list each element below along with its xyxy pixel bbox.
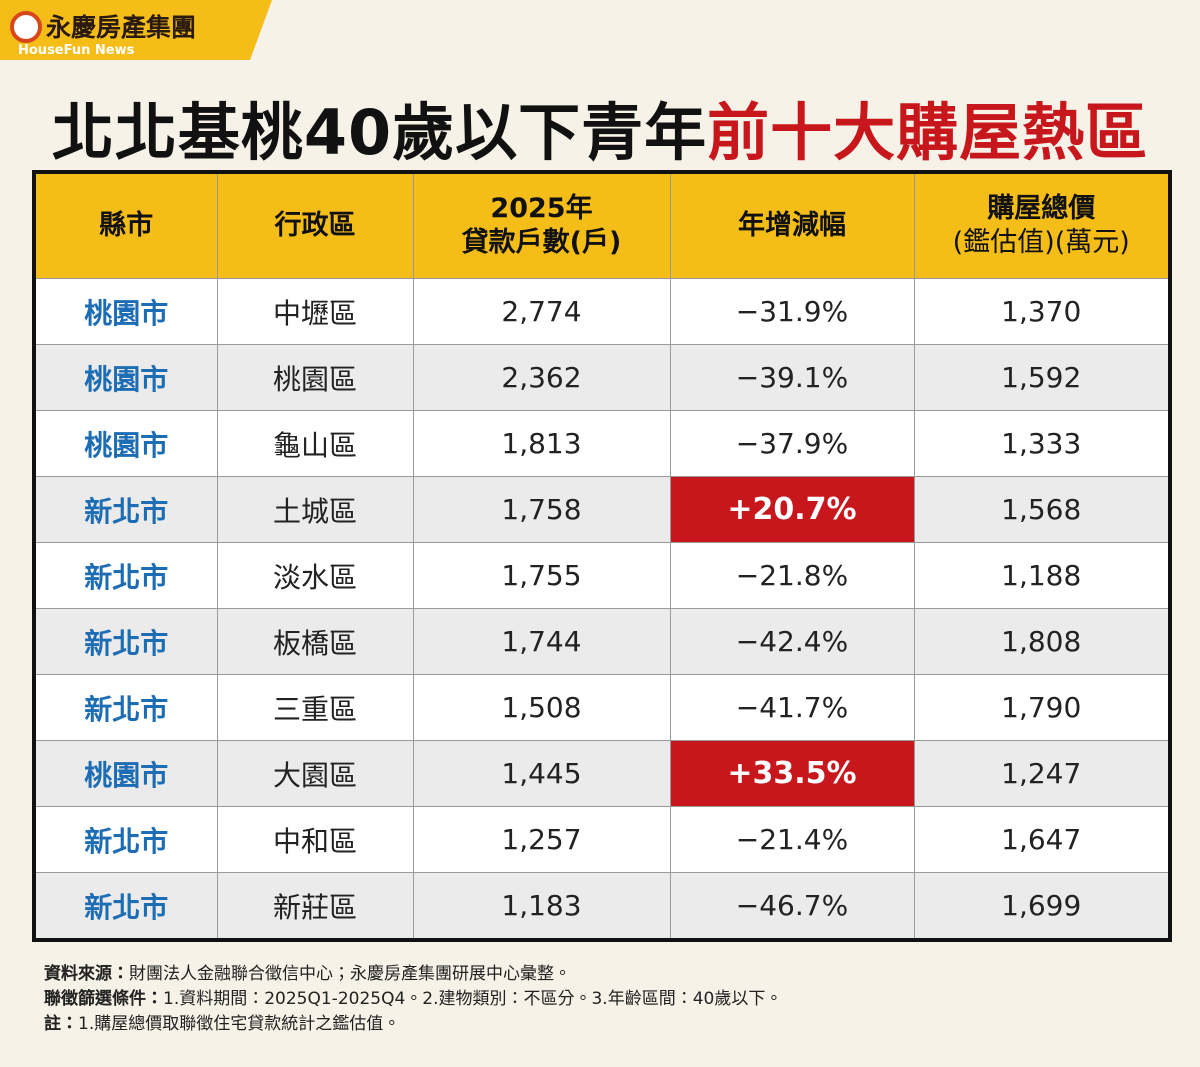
table-row: 新北市 土城區 1,758 +20.7% 1,568 xyxy=(33,476,1171,543)
table-cell: 1,568 xyxy=(913,476,1171,543)
table-cell: 龜山區 xyxy=(216,410,414,477)
table-cell: 三重區 xyxy=(216,674,414,741)
table-row: 桃園市 龜山區 1,813 −37.9% 1,333 xyxy=(33,410,1171,477)
table-cell: 1,370 xyxy=(913,278,1171,345)
table-cell: −21.4% xyxy=(669,806,915,873)
table-cell: +33.5% xyxy=(669,740,915,807)
table-cell: −31.9% xyxy=(669,278,915,345)
header-text: (鑑估值)(萬元) xyxy=(952,227,1130,258)
column-header: 購屋總價 (鑑估值)(萬元) xyxy=(913,171,1171,279)
logo-icon xyxy=(10,11,42,43)
table-body: 桃園市 中壢區 2,774 −31.9% 1,370 桃園市 桃園區 2,362 −39.1% 1… xyxy=(33,278,1171,941)
city-cell: 新北市 xyxy=(33,608,218,675)
note-label: 註： xyxy=(44,1014,78,1034)
table-cell: 1,744 xyxy=(412,608,671,675)
note-label: 資料來源： xyxy=(44,964,129,984)
header-row: 縣市 行政區 2025年 貸款戶數(戶) 年增減幅 購屋總價 (鑑估值)(萬元) xyxy=(33,171,1171,279)
city-cell: 新北市 xyxy=(33,476,218,543)
table-row: 新北市 板橋區 1,744 −42.4% 1,808 xyxy=(33,608,1171,675)
table-row: 桃園市 中壢區 2,774 −31.9% 1,370 xyxy=(33,278,1171,345)
table-cell: 土城區 xyxy=(216,476,414,543)
table-row: 新北市 中和區 1,257 −21.4% 1,647 xyxy=(33,806,1171,873)
header-text: 行政區 xyxy=(274,210,356,241)
city-cell: 新北市 xyxy=(33,806,218,873)
city-cell: 桃園市 xyxy=(33,344,218,411)
column-header: 2025年 貸款戶數(戶) xyxy=(412,171,671,279)
table-cell: 1,592 xyxy=(913,344,1171,411)
table-cell: −39.1% xyxy=(669,344,915,411)
table-cell: 桃園區 xyxy=(216,344,414,411)
notes: 資料來源：財團法人金融聯合徵信中心；永慶房產集團研展中心彙整。 聯徵篩選條件：1.… xyxy=(44,962,782,1037)
table-row: 桃園市 大園區 1,445 +33.5% 1,247 xyxy=(33,740,1171,807)
city-cell: 新北市 xyxy=(33,872,218,941)
table-cell: −37.9% xyxy=(669,410,915,477)
data-table: 縣市 行政區 2025年 貸款戶數(戶) 年增減幅 購屋總價 (鑑估值)(萬元) 桃園市 中壢… xyxy=(32,170,1172,942)
table-cell: 1,758 xyxy=(412,476,671,543)
table-cell: 1,647 xyxy=(913,806,1171,873)
table-cell: 中和區 xyxy=(216,806,414,873)
logo-banner xyxy=(0,0,272,60)
note: 資料來源：財團法人金融聯合徵信中心；永慶房產集團研展中心彙整。 xyxy=(44,962,782,987)
table-cell: 1,755 xyxy=(412,542,671,609)
note: 聯徵篩選條件：1.資料期間：2025Q1-2025Q4。2.建物類別：不區分。3… xyxy=(44,987,782,1012)
title: 北北基桃40歲以下青年前十大購屋熱區 xyxy=(0,82,1200,172)
table-cell: 1,790 xyxy=(913,674,1171,741)
table-cell: 1,257 xyxy=(412,806,671,873)
table-cell: 1,188 xyxy=(913,542,1171,609)
table-cell: 1,508 xyxy=(412,674,671,741)
table-cell: 大園區 xyxy=(216,740,414,807)
table-cell: −42.4% xyxy=(669,608,915,675)
header-text: 縣市 xyxy=(99,210,154,241)
table-cell: −46.7% xyxy=(669,872,915,941)
note-label: 聯徵篩選條件： xyxy=(44,989,163,1009)
city-cell: 桃園市 xyxy=(33,410,218,477)
city-cell: 新北市 xyxy=(33,674,218,741)
table-cell: 1,808 xyxy=(913,608,1171,675)
table-cell: 2,362 xyxy=(412,344,671,411)
header-text: 貸款戶數(戶) xyxy=(461,227,622,258)
table-cell: 新莊區 xyxy=(216,872,414,941)
table-cell: +20.7% xyxy=(669,476,915,543)
title-main: 北北基桃40歲以下青年 xyxy=(51,96,708,169)
note-text: 1.購屋總價取聯徵住宅貸款統計之鑑估值。 xyxy=(78,1014,401,1034)
table-cell: 1,183 xyxy=(412,872,671,941)
table-cell: 1,813 xyxy=(412,410,671,477)
title-highlight: 前十大購屋熱區 xyxy=(707,96,1149,169)
column-header: 縣市 xyxy=(33,171,218,279)
city-cell: 桃園市 xyxy=(33,740,218,807)
table-cell: −21.8% xyxy=(669,542,915,609)
note-text: 1.資料期間：2025Q1-2025Q4。2.建物類別：不區分。3.年齡區間：4… xyxy=(163,989,783,1009)
table-cell: 1,333 xyxy=(913,410,1171,477)
logo-subtext: HouseFun News xyxy=(18,43,135,58)
table-cell: 1,699 xyxy=(913,872,1171,941)
table-cell: 2,774 xyxy=(412,278,671,345)
header-text: 購屋總價 xyxy=(987,193,1096,224)
table-row: 新北市 新莊區 1,183 −46.7% 1,699 xyxy=(33,872,1171,941)
note-text: 財團法人金融聯合徵信中心；永慶房產集團研展中心彙整。 xyxy=(129,964,571,984)
column-header: 年增減幅 xyxy=(669,171,915,279)
table-cell: 淡水區 xyxy=(216,542,414,609)
column-header: 行政區 xyxy=(216,171,414,279)
table-cell: 中壢區 xyxy=(216,278,414,345)
table-cell: −41.7% xyxy=(669,674,915,741)
table-row: 新北市 淡水區 1,755 −21.8% 1,188 xyxy=(33,542,1171,609)
logo: 永慶房產集團 HouseFun News xyxy=(0,0,272,60)
city-cell: 桃園市 xyxy=(33,278,218,345)
city-cell: 新北市 xyxy=(33,542,218,609)
table-row: 新北市 三重區 1,508 −41.7% 1,790 xyxy=(33,674,1171,741)
table-cell: 板橋區 xyxy=(216,608,414,675)
header-text: 年增減幅 xyxy=(738,210,846,241)
table-cell: 1,445 xyxy=(412,740,671,807)
header-text: 2025年 xyxy=(490,193,593,224)
note: 註：1.購屋總價取聯徵住宅貸款統計之鑑估值。 xyxy=(44,1012,782,1037)
table-row: 桃園市 桃園區 2,362 −39.1% 1,592 xyxy=(33,344,1171,411)
table-cell: 1,247 xyxy=(913,740,1171,807)
logo-text: 永慶房產集團 xyxy=(46,13,196,42)
